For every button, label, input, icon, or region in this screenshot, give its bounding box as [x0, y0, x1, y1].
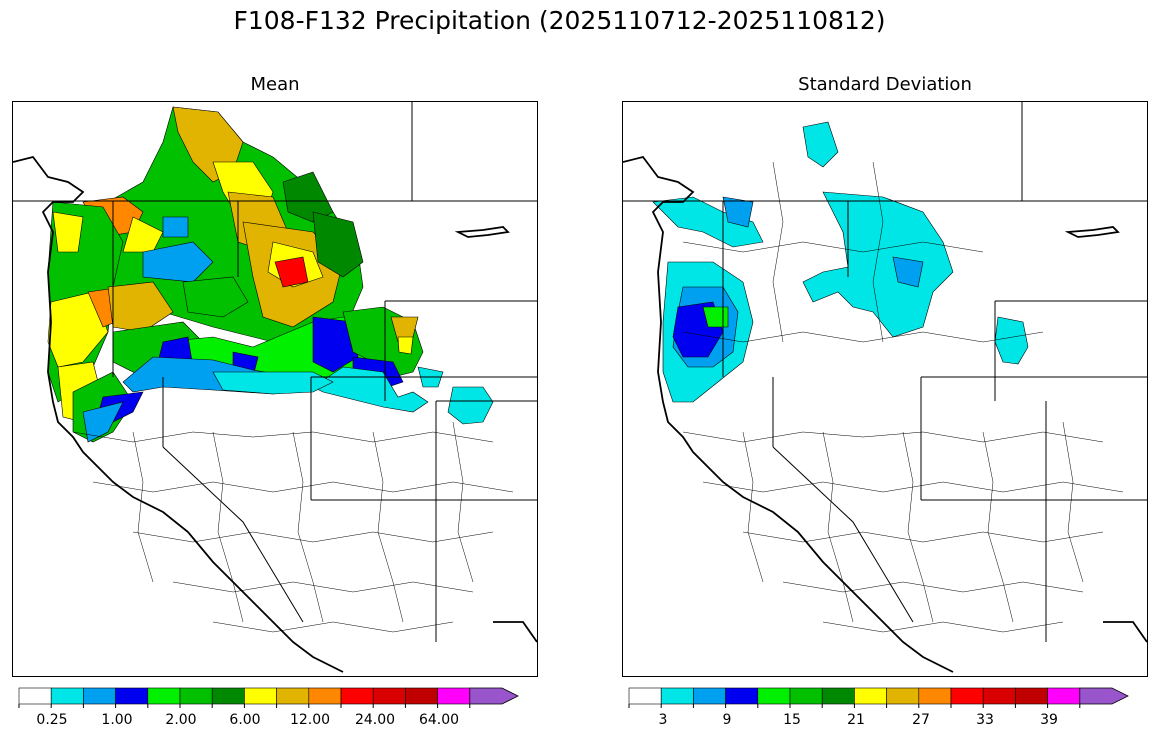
stddev-colorbar-tick: 15	[783, 712, 801, 728]
stddev-precip-fill	[652, 121, 1029, 403]
stddev-basin-outlines	[682, 161, 1124, 633]
stddev-colorbar-swatch	[789, 687, 823, 705]
mean-colorbar-swatch	[244, 687, 277, 705]
stddev-colorbar-tick: 21	[847, 712, 865, 728]
stddev-colorbar-swatch	[693, 687, 726, 705]
figure-title: F108-F132 Precipitation (2025110712-2025…	[233, 6, 886, 35]
mean-colorbar-swatch	[18, 687, 52, 705]
stddev-colorbar-swatch	[1047, 687, 1081, 705]
stddev-colorbar-swatch	[725, 687, 759, 705]
stddev-colorbar-swatch	[950, 687, 984, 705]
mean-colorbar-swatch	[115, 687, 149, 705]
stddev-colorbar-tick: 3	[658, 712, 668, 728]
stddev-colorbar-tick: 9	[722, 712, 732, 728]
stddev-colorbar-swatch	[628, 687, 662, 705]
stddev-colorbar	[628, 687, 1139, 708]
mean-panel-title: Mean	[250, 74, 300, 95]
stddev-colorbar-tick: 39	[1040, 712, 1058, 728]
mean-colorbar-swatch	[372, 687, 406, 705]
stddev-colorbar-swatch	[854, 687, 887, 705]
stddev-colorbar-swatch	[821, 687, 855, 705]
mean-colorbar-swatch	[50, 687, 84, 705]
mean-colorbar-swatch	[405, 687, 438, 705]
mean-map[interactable]	[12, 101, 538, 677]
mean-map-canvas	[13, 102, 537, 673]
stddev-map-canvas	[623, 102, 1147, 673]
mean-state-borders	[13, 102, 537, 642]
stddev-coastline	[623, 155, 1147, 673]
stddev-colorbar-swatch	[886, 687, 920, 705]
mean-colorbar-swatch	[437, 687, 471, 705]
mean-colorbar-swatch	[179, 687, 213, 705]
stddev-state-borders	[623, 102, 1147, 642]
mean-colorbar-swatch	[276, 687, 310, 705]
mean-colorbar-extend	[469, 687, 519, 705]
mean-precip-fill	[47, 106, 494, 443]
mean-colorbar-tick: 1.00	[101, 712, 133, 728]
stddev-colorbar-swatch	[660, 687, 694, 705]
mean-colorbar-tick: 24.00	[354, 712, 396, 728]
mean-colorbar-tick: 0.25	[36, 712, 68, 728]
mean-colorbar-svg	[18, 687, 519, 708]
mean-colorbar-swatch	[211, 687, 245, 705]
mean-colorbar-swatch	[340, 687, 374, 705]
mean-colorbar	[18, 687, 529, 708]
mean-colorbar-swatch	[147, 687, 181, 705]
mean-colorbar-swatch	[308, 687, 342, 705]
mean-colorbar-tick: 6.00	[229, 712, 261, 728]
stddev-colorbar-swatch	[1015, 687, 1048, 705]
mean-colorbar-tick: 12.00	[289, 712, 331, 728]
mean-colorbar-tick: 64.00	[418, 712, 460, 728]
stddev-colorbar-swatch	[982, 687, 1016, 705]
mean-colorbar-swatch	[83, 687, 116, 705]
mean-coastline	[13, 155, 537, 673]
stddev-colorbar-svg	[628, 687, 1129, 708]
stddev-colorbar-swatch	[757, 687, 791, 705]
stddev-colorbar-extend	[1079, 687, 1129, 705]
stddev-panel-title: Standard Deviation	[798, 74, 972, 95]
stddev-colorbar-swatch	[918, 687, 952, 705]
mean-basin-outlines	[72, 421, 514, 633]
mean-colorbar-tick: 2.00	[165, 712, 197, 728]
stddev-map[interactable]	[622, 101, 1148, 677]
stddev-colorbar-tick: 27	[912, 712, 930, 728]
stddev-colorbar-tick: 33	[976, 712, 994, 728]
